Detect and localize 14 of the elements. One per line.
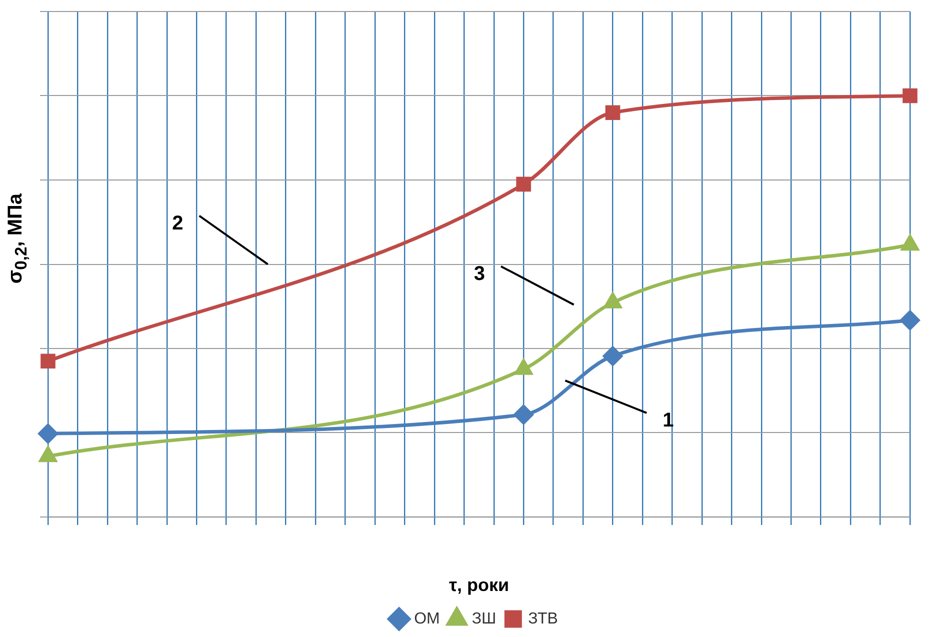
point [516, 176, 531, 192]
legend-label: ЗШ [472, 610, 496, 628]
legend-label: ОМ [414, 610, 440, 628]
point [603, 346, 623, 366]
legend-label: ЗТВ [528, 610, 558, 628]
annotation: 2 [172, 212, 184, 234]
point [38, 424, 58, 444]
point [514, 404, 534, 424]
point [40, 354, 56, 369]
annotation: 3 [474, 262, 485, 285]
x-axis-title: τ, роки [448, 575, 510, 596]
point [900, 310, 920, 330]
point [902, 88, 918, 104]
point [605, 105, 620, 120]
